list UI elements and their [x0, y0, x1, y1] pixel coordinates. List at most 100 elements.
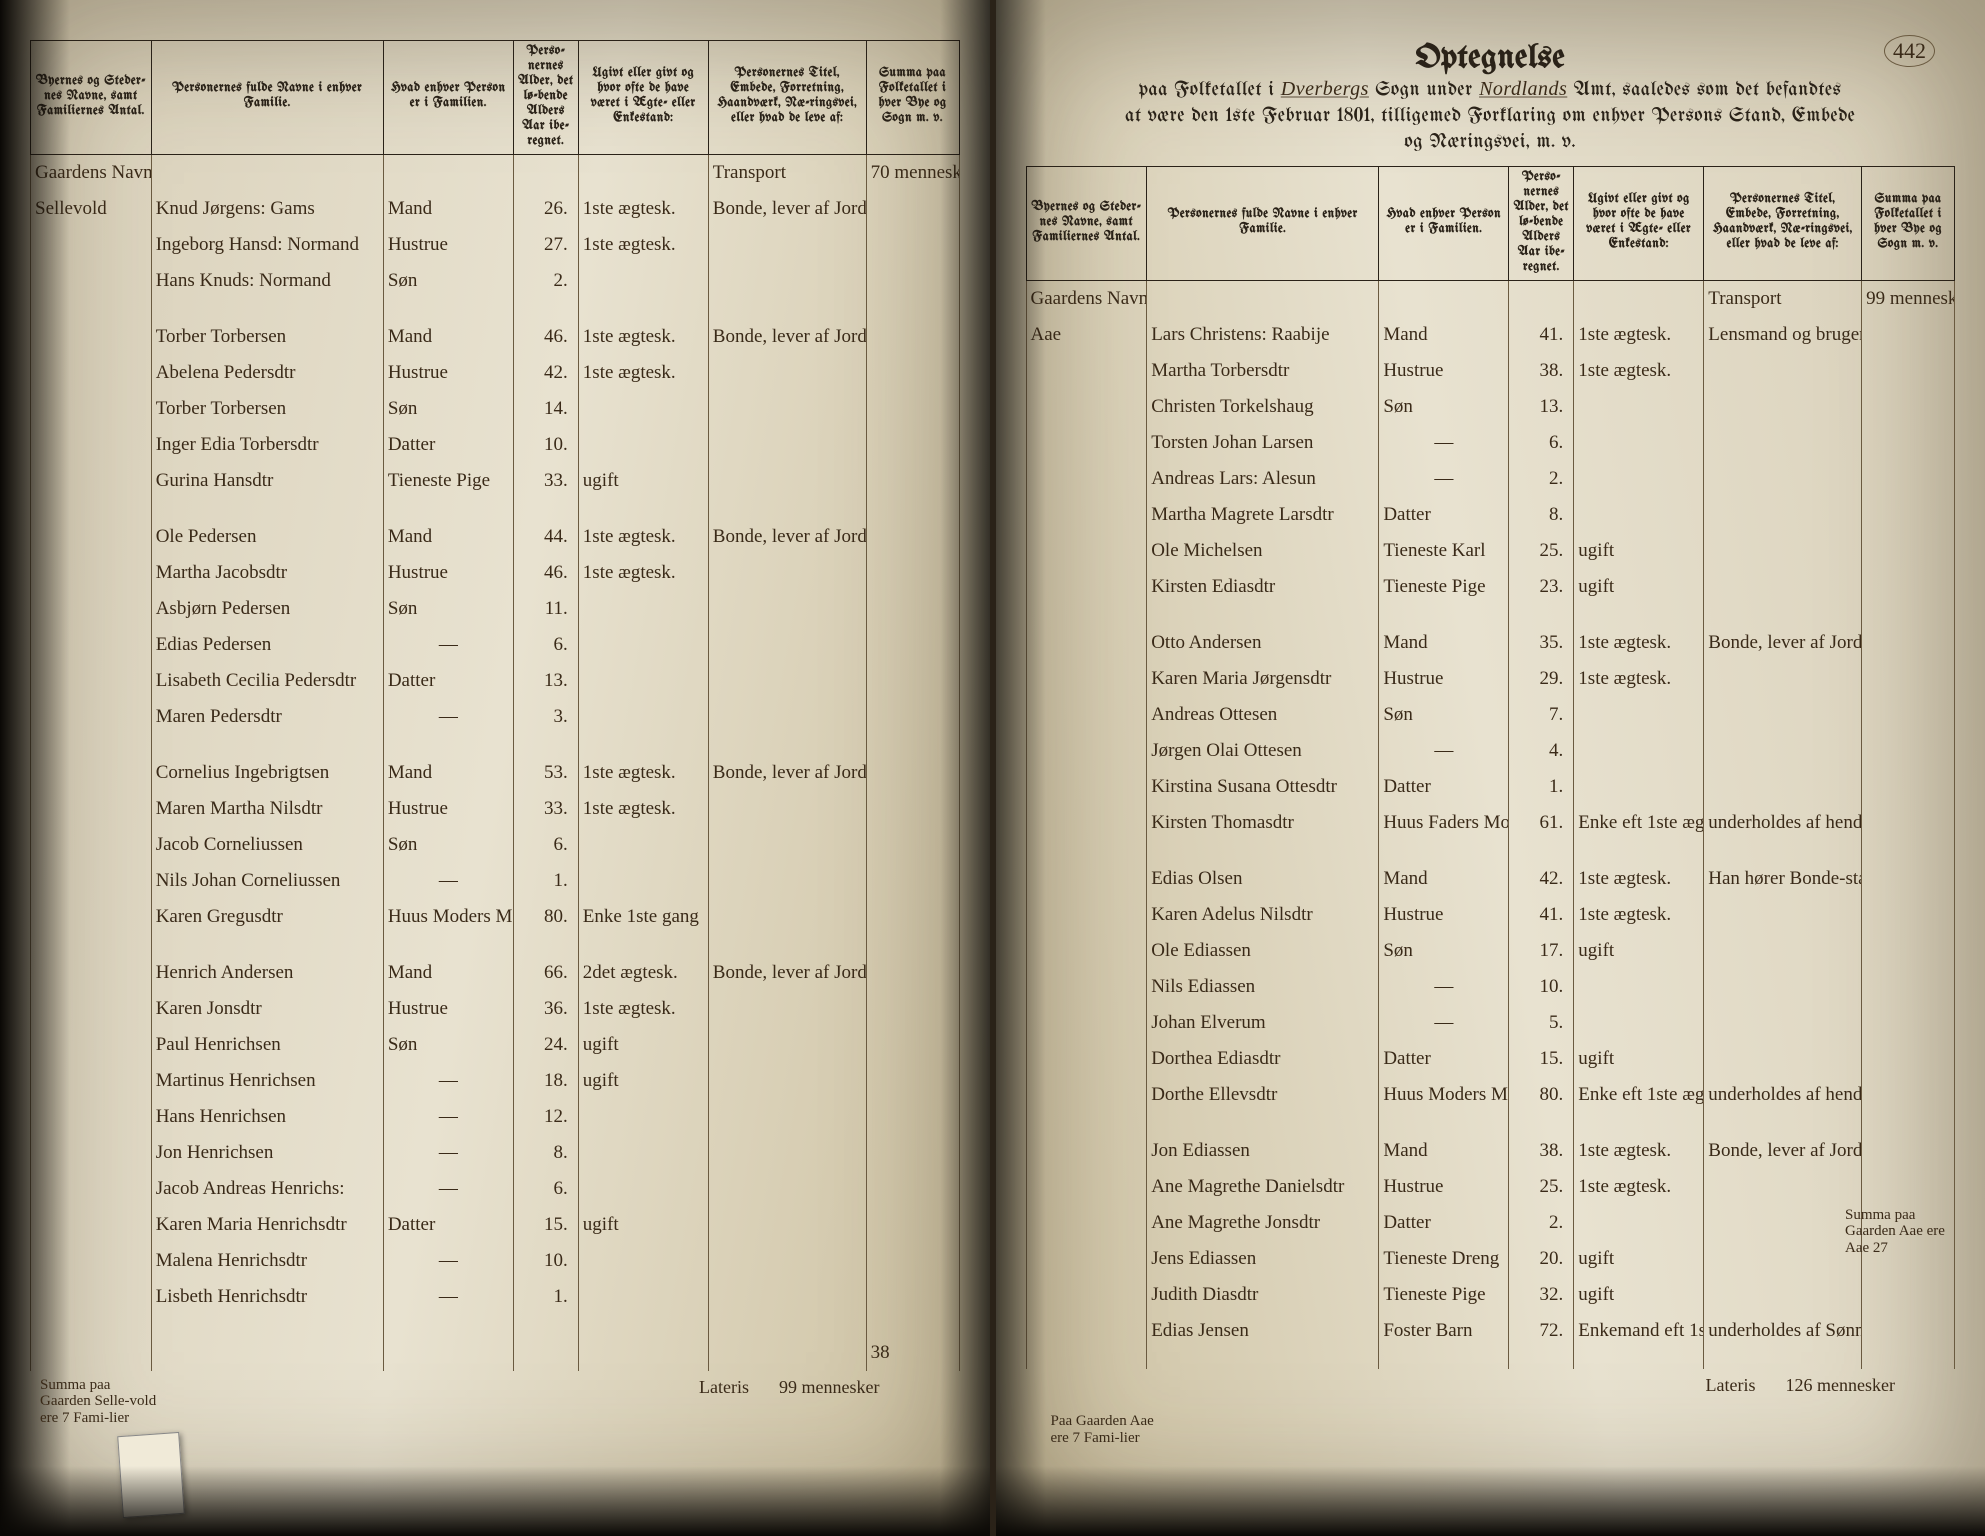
- table-cell: [1862, 1277, 1955, 1313]
- table-cell: Otto Andersen: [1147, 625, 1379, 661]
- table-cell: 7.: [1509, 697, 1574, 733]
- table-cell: 32.: [1509, 1277, 1574, 1313]
- table-cell: Torber Torbersen: [151, 391, 383, 427]
- table-cell: [1147, 1113, 1379, 1133]
- sub1-fill2: Nordlands: [1479, 78, 1567, 100]
- table-cell: [708, 827, 866, 863]
- table-cell: 53.: [513, 755, 578, 791]
- table-cell: 15.: [1509, 1041, 1574, 1077]
- table-row: Kirsten ThomasdtrHuus Faders Moder61.Enk…: [1026, 805, 1955, 841]
- table-cell: [1862, 769, 1955, 805]
- table-cell: 14.: [513, 391, 578, 427]
- summa-val: Aae 27: [1845, 1240, 1888, 1256]
- table-cell: [383, 1315, 513, 1335]
- table-cell: [578, 935, 708, 955]
- table-cell: [513, 154, 578, 191]
- table-row: Ole MichelsenTieneste Karl25.ugift: [1026, 533, 1955, 569]
- table-row: Maren Pedersdtr — 3.: [31, 699, 960, 735]
- table-cell: [708, 1099, 866, 1135]
- table-cell: Hustrue: [383, 355, 513, 391]
- table-cell: [1704, 1241, 1862, 1277]
- table-cell: [578, 663, 708, 699]
- table-cell: [708, 355, 866, 391]
- table-cell: [578, 627, 708, 663]
- table-cell: [708, 1135, 866, 1171]
- table-cell: [1704, 933, 1862, 969]
- table-cell: [513, 1315, 578, 1335]
- table-cell: [708, 427, 866, 463]
- table-cell: [578, 427, 708, 463]
- table-cell: [708, 227, 866, 263]
- table-row: Gurina HansdtrTieneste Pige33.ugift: [31, 463, 960, 499]
- table-cell: Hustrue: [383, 227, 513, 263]
- table-cell: Datter: [383, 1207, 513, 1243]
- table-row: Jon EdiassenMand38.1ste ægtesk.Bonde, le…: [1026, 1133, 1955, 1169]
- table-cell: 33.: [513, 463, 578, 499]
- hdr-age: Perso-nernes Alder, det lø-bende Alders …: [513, 41, 578, 155]
- table-cell: —: [383, 1279, 513, 1315]
- table-cell: Torsten Johan Larsen: [1147, 425, 1379, 461]
- table-cell: [1704, 1113, 1862, 1133]
- table-cell: Kirsten Thomasdtr: [1147, 805, 1379, 841]
- table-cell: —: [383, 1063, 513, 1099]
- table-cell: [1862, 933, 1955, 969]
- table-cell: [1574, 733, 1704, 769]
- table-cell: [1704, 897, 1862, 933]
- lateris-label-r: Lateris: [1706, 1375, 1756, 1396]
- table-cell: 1ste ægtesk.: [578, 755, 708, 791]
- table-cell: Datter: [383, 427, 513, 463]
- table-cell: 13.: [1509, 389, 1574, 425]
- table-row: Otto AndersenMand35.1ste ægtesk.Bonde, l…: [1026, 625, 1955, 661]
- table-cell: Hustrue: [1379, 661, 1509, 697]
- table-cell: [578, 1315, 708, 1335]
- table-row: Ingeborg Hansd: NormandHustrue27.1ste æg…: [31, 227, 960, 263]
- table-cell: [1862, 569, 1955, 605]
- table-cell: Mand: [1379, 317, 1509, 353]
- table-cell: [708, 299, 866, 319]
- table-cell: Nils Johan Corneliussen: [151, 863, 383, 899]
- table-cell: 23.: [1509, 569, 1574, 605]
- table-cell: 12.: [513, 1099, 578, 1135]
- table-cell: 1ste ægtesk.: [1574, 1133, 1704, 1169]
- table-row: Cornelius IngebrigtsenMand53.1ste ægtesk…: [31, 755, 960, 791]
- table-cell: [1862, 1133, 1955, 1169]
- table-cell: [708, 699, 866, 735]
- table-row: Edias JensenFoster Barn72.Enkemand eft 1…: [1026, 1313, 1955, 1349]
- table-cell: Datter: [1379, 497, 1509, 533]
- table-row: Torber TorbersenSøn14.: [31, 391, 960, 427]
- table-cell: [383, 935, 513, 955]
- right-footer: Lateris 126 mennesker: [1026, 1375, 1956, 1396]
- subtitle-3: og Næringsvei, m. v.: [1026, 130, 1956, 156]
- table-cell: 38.: [1509, 353, 1574, 389]
- table-cell: Christen Torkelshaug: [1147, 389, 1379, 425]
- table-row: Kirsten EdiasdtrTieneste Pige23.ugift: [1026, 569, 1955, 605]
- table-cell: [578, 1335, 708, 1371]
- table-row: Johan Elverum — 5.: [1026, 1005, 1955, 1041]
- table-cell: [708, 1171, 866, 1207]
- table-cell: —: [383, 1099, 513, 1135]
- table-cell: [708, 935, 866, 955]
- table-cell: Andreas Ottesen: [1147, 697, 1379, 733]
- table-cell: [1509, 1113, 1574, 1133]
- table-cell: ugift: [1574, 569, 1704, 605]
- spacer-row: [31, 299, 960, 319]
- table-cell: —: [383, 1171, 513, 1207]
- hdr-rel-r: Hvad enhver Person er i Familien.: [1379, 167, 1509, 281]
- table-cell: Han hører Bonde-standen til, Jordbrug og…: [1704, 861, 1862, 897]
- table-cell: [513, 499, 578, 519]
- table-row: Jon Henrichsen — 8.: [31, 1135, 960, 1171]
- right-side-note: Paa Gaarden Aae ere 7 Fami-lier: [1051, 1413, 1171, 1446]
- hdr-occ: Personernes Titel, Embede, Forretning, H…: [708, 41, 866, 155]
- table-cell: [1704, 661, 1862, 697]
- table-cell: Karen Maria Jørgensdtr: [1147, 661, 1379, 697]
- table-cell: [1862, 805, 1955, 841]
- table-cell: Martinus Henrichsen: [151, 1063, 383, 1099]
- table-cell: Jon Henrichsen: [151, 1135, 383, 1171]
- table-cell: Jacob Corneliussen: [151, 827, 383, 863]
- table-cell: Bonde, lever af Jordbrug og Fiskerie: [708, 319, 866, 355]
- table-cell: 2.: [513, 263, 578, 299]
- table-cell: Lisabeth Cecilia Pedersdtr: [151, 663, 383, 699]
- table-cell: [1862, 317, 1955, 353]
- table-cell: 46.: [513, 555, 578, 591]
- table-cell: [708, 1207, 866, 1243]
